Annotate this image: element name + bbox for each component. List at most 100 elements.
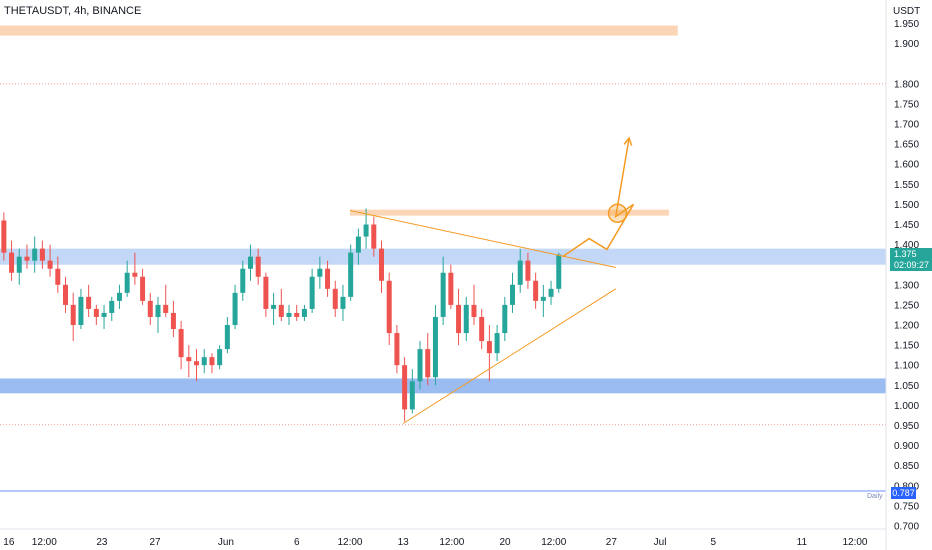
price-tick-label: 0.750 [894, 501, 919, 512]
candle-body [16, 256, 22, 273]
candle-body [456, 304, 462, 334]
chart-title: THETAUSDT, 4h, BINANCE [4, 5, 142, 17]
candle-body [486, 341, 492, 354]
candle-body [186, 357, 192, 362]
price-tick-label: 1.100 [894, 361, 919, 372]
projection-arrowhead [623, 136, 633, 146]
drawings-layer [349, 136, 635, 424]
candle-body [163, 304, 169, 313]
candle-body [70, 304, 76, 325]
candle-body [479, 316, 485, 342]
zone-upper-resistance [0, 25, 678, 36]
candle-body [409, 381, 415, 410]
candle-body [432, 316, 438, 378]
candle-body [32, 248, 38, 261]
candle-body [317, 268, 323, 277]
time-tick-label: Jul [654, 537, 667, 548]
price-tick-label: 1.150 [894, 341, 919, 352]
price-tick-label: 1.550 [894, 180, 919, 191]
daily-level-label: Daily [867, 493, 883, 500]
bar-countdown: 02:09:27 [894, 260, 930, 270]
current-price-badge: 1.375 02:09:27 [890, 248, 932, 271]
time-tick-label: 12:00 [32, 537, 57, 548]
time-tick-label: 27 [606, 537, 618, 548]
candle-body [355, 236, 361, 253]
candle-body [140, 276, 146, 301]
candle-body [47, 260, 53, 269]
candle-body [247, 256, 253, 269]
time-tick-label: 12:00 [439, 537, 464, 548]
candle-body [86, 296, 92, 309]
candle-body [378, 248, 384, 281]
candle-body [194, 361, 200, 366]
candle-body [240, 268, 246, 293]
price-tick-label: 1.200 [894, 321, 919, 332]
candle-body [463, 304, 469, 334]
levels-layer [0, 83, 886, 492]
candle-body [109, 300, 115, 313]
candle-body [263, 276, 269, 309]
candle-body [39, 248, 45, 261]
time-tick-label: 11 [797, 537, 808, 548]
price-tick-label: 1.050 [894, 381, 919, 392]
candle-body [340, 296, 346, 309]
candle-body [209, 357, 215, 366]
time-tick-label: 12:00 [541, 537, 566, 548]
candle-body [440, 272, 446, 317]
price-tick-label: 1.500 [894, 200, 919, 211]
time-tick-label: 12:00 [337, 537, 362, 548]
price-tick-label: 0.900 [894, 441, 919, 452]
candle-body [425, 349, 431, 378]
candle-body [170, 312, 176, 330]
candle-body [525, 260, 531, 281]
candle-body [556, 254, 562, 289]
time-tick-label: 27 [149, 537, 161, 548]
candle-body [540, 296, 546, 301]
time-tick-label: 6 [294, 537, 300, 548]
price-tick-label: 1.800 [894, 79, 919, 90]
candle-body [201, 357, 207, 366]
zone-range-support [0, 378, 886, 394]
candle-body [371, 224, 377, 249]
candle-body [325, 268, 331, 289]
price-axis: 1.950 1.900 1.800 1.750 1.700 1.650 1.600 1.550… [894, 19, 919, 533]
candle-body [301, 308, 307, 317]
time-tick-label: 20 [499, 537, 511, 548]
time-tick-label: 23 [96, 537, 108, 548]
price-tick-label: 1.300 [894, 280, 919, 291]
candle-body [348, 252, 354, 297]
time-tick-label: 13 [398, 537, 410, 548]
candle-body [402, 365, 408, 410]
candle-body [309, 276, 315, 309]
projection-path [562, 137, 635, 258]
candle-body [271, 304, 277, 309]
candle-body [63, 284, 69, 305]
candle-body [255, 256, 261, 277]
candle-body [9, 252, 15, 273]
candle-body [124, 272, 130, 293]
candle-body [517, 260, 523, 285]
candles-layer [1, 208, 562, 422]
candle-body [24, 256, 30, 261]
candle-body [178, 329, 184, 358]
candle-body [78, 296, 84, 325]
candle-body [294, 312, 300, 317]
candle-body [232, 292, 238, 325]
price-tick-label: 1.900 [894, 39, 919, 50]
candle-body [533, 280, 539, 301]
price-tick-label: 1.650 [894, 140, 919, 151]
price-tick-label: 1.700 [894, 120, 919, 131]
candle-body [471, 304, 477, 317]
price-tick-label: 0.800 [894, 481, 919, 492]
candle-body [278, 304, 284, 317]
time-axis: 16 12:00 23 27 Jun 6 12:00 13 12:00 20 12:00 27 Jul 5… [3, 537, 868, 548]
projection-target-circle [607, 203, 628, 223]
candle-body [217, 349, 223, 366]
candle-body [386, 280, 392, 334]
price-tick-label: 0.950 [894, 421, 919, 432]
price-tick-label: 1.000 [894, 401, 919, 412]
price-tick-label: 1.600 [894, 160, 919, 171]
candle-body [55, 268, 61, 285]
